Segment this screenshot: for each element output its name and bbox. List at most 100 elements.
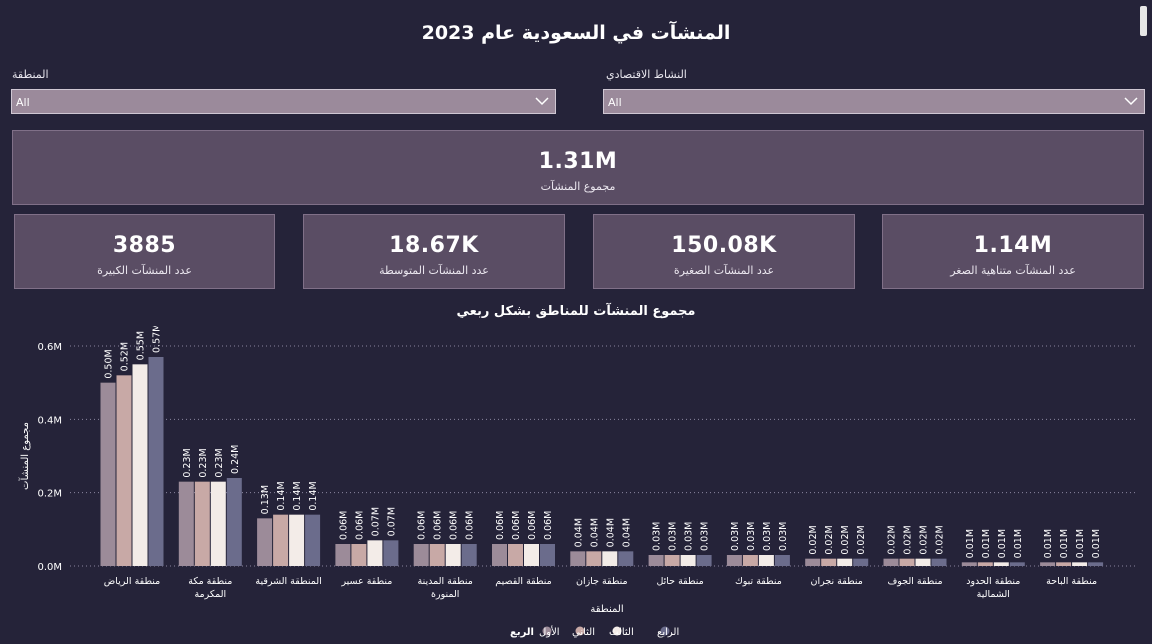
x-tick-label: منطقة الحدود bbox=[966, 576, 1020, 587]
bar bbox=[758, 555, 774, 566]
x-tick-label: الشمالية bbox=[977, 589, 1010, 600]
data-label: 0.14M bbox=[276, 481, 287, 510]
total-establishments-card: 1.31M مجموع المنشآت bbox=[12, 130, 1144, 205]
bar bbox=[837, 558, 853, 566]
data-label: 0.52M bbox=[120, 342, 131, 371]
bar bbox=[210, 481, 226, 566]
quarterly-bar-chart: 0.0M 0.2M 0.4M 0.6M مجموع المنشآت 0.50M 0.52M 0… bbox=[18, 326, 1138, 638]
x-axis-label: المنطقة bbox=[590, 604, 623, 615]
bar bbox=[194, 481, 210, 566]
data-label: 0.02M bbox=[808, 525, 819, 554]
legend-title: الربع bbox=[510, 627, 534, 638]
bar bbox=[508, 544, 523, 566]
data-label: 0.04M bbox=[573, 518, 584, 547]
x-tick-label: منطقة الجوف bbox=[887, 576, 942, 587]
bar bbox=[413, 544, 429, 566]
data-label: 0.01M bbox=[1059, 529, 1070, 558]
region-slicer-label: المنطقة bbox=[12, 68, 49, 81]
bar bbox=[351, 544, 367, 566]
data-label: 0.06M bbox=[449, 511, 460, 540]
bar bbox=[335, 544, 351, 566]
bar bbox=[367, 540, 383, 566]
activity-slicer-label: النشاط الاقتصادي bbox=[606, 68, 687, 81]
legend-item: الثاني bbox=[572, 627, 595, 638]
x-tick-label: منطقة جازان bbox=[576, 576, 628, 587]
data-label: 0.06M bbox=[495, 511, 506, 540]
legend-item: الأول bbox=[539, 625, 560, 638]
bar bbox=[445, 544, 461, 566]
region-slicer-value: All bbox=[16, 96, 30, 109]
bar bbox=[915, 558, 931, 566]
data-label: 0.03M bbox=[746, 522, 757, 551]
legend-item: الثالث bbox=[609, 627, 634, 638]
bar bbox=[648, 555, 664, 566]
data-label: 0.06M bbox=[511, 511, 522, 540]
data-label: 0.02M bbox=[919, 525, 930, 554]
activity-slicer[interactable]: All bbox=[603, 89, 1145, 114]
data-label: 0.06M bbox=[354, 511, 365, 540]
activity-slicer-value: All bbox=[608, 96, 622, 109]
bar bbox=[664, 555, 680, 566]
bar bbox=[383, 540, 399, 566]
bar bbox=[1072, 562, 1088, 566]
data-label: 0.01M bbox=[1091, 529, 1102, 558]
x-tick-label: منطقة عسير bbox=[340, 576, 392, 587]
data-label: 0.50M bbox=[104, 349, 115, 378]
bar bbox=[524, 544, 539, 566]
bar bbox=[696, 555, 712, 566]
chart-title: مجموع المنشآت للمناطق بشكل ربعي bbox=[456, 304, 696, 319]
card-value: 1.14M bbox=[973, 233, 1053, 258]
data-label: 0.04M bbox=[621, 518, 632, 547]
card-label: عدد المنشآت الكبيرة bbox=[97, 264, 192, 277]
scrollbar[interactable] bbox=[1140, 6, 1147, 36]
bar bbox=[977, 562, 993, 566]
x-tick-label: منطقة الرياض bbox=[104, 576, 160, 587]
bar bbox=[853, 558, 869, 566]
y-tick-label: 0.2M bbox=[37, 489, 62, 500]
bar bbox=[1056, 562, 1072, 566]
bar bbox=[273, 514, 289, 566]
card-value: 3885 bbox=[112, 233, 177, 258]
data-label: 0.02M bbox=[856, 525, 867, 554]
data-label: 0.24M bbox=[230, 445, 241, 474]
bar bbox=[492, 544, 507, 566]
bar bbox=[461, 544, 477, 566]
data-label: 0.03M bbox=[762, 522, 773, 551]
y-tick-label: 0.4M bbox=[37, 415, 62, 426]
bar bbox=[570, 551, 586, 566]
legend-item: الرابع bbox=[657, 627, 679, 638]
bar bbox=[774, 555, 790, 566]
bar bbox=[821, 558, 837, 566]
page-title: المنشآت في السعودية عام 2023 bbox=[421, 22, 731, 44]
data-label: 0.14M bbox=[308, 481, 319, 510]
data-label: 0.01M bbox=[965, 529, 976, 558]
data-label: 0.07M bbox=[386, 507, 397, 536]
y-tick-label: 0.0M bbox=[37, 562, 62, 573]
card-value: 18.67K bbox=[389, 233, 479, 258]
y-axis-label: مجموع المنشآت bbox=[18, 422, 31, 490]
y-tick-label: 0.6M bbox=[37, 342, 62, 353]
bar bbox=[993, 562, 1009, 566]
bar bbox=[602, 551, 618, 566]
data-label: 0.02M bbox=[824, 525, 835, 554]
data-label: 0.23M bbox=[198, 448, 209, 477]
data-label: 0.06M bbox=[465, 511, 476, 540]
large-establishments-card: 3885 عدد المنشآت الكبيرة bbox=[14, 214, 275, 289]
region-slicer[interactable]: All bbox=[11, 89, 556, 114]
data-label: 0.06M bbox=[338, 511, 349, 540]
bar bbox=[586, 551, 602, 566]
data-label: 0.03M bbox=[652, 522, 663, 551]
legend-swatch bbox=[542, 626, 552, 636]
data-label: 0.13M bbox=[260, 485, 271, 514]
chevron-down-icon[interactable] bbox=[535, 93, 549, 109]
data-label: 0.03M bbox=[700, 522, 711, 551]
data-label: 0.57M bbox=[152, 326, 163, 353]
bar bbox=[1040, 562, 1056, 566]
legend-swatch bbox=[575, 626, 585, 636]
card-label: مجموع المنشآت bbox=[540, 180, 616, 193]
data-label: 0.01M bbox=[1075, 529, 1086, 558]
bar bbox=[618, 551, 634, 566]
data-label: 0.02M bbox=[903, 525, 914, 554]
bar bbox=[899, 558, 915, 566]
chevron-down-icon[interactable] bbox=[1124, 93, 1138, 109]
